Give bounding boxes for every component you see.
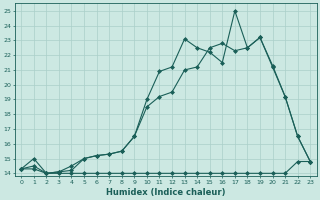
X-axis label: Humidex (Indice chaleur): Humidex (Indice chaleur) — [106, 188, 226, 197]
